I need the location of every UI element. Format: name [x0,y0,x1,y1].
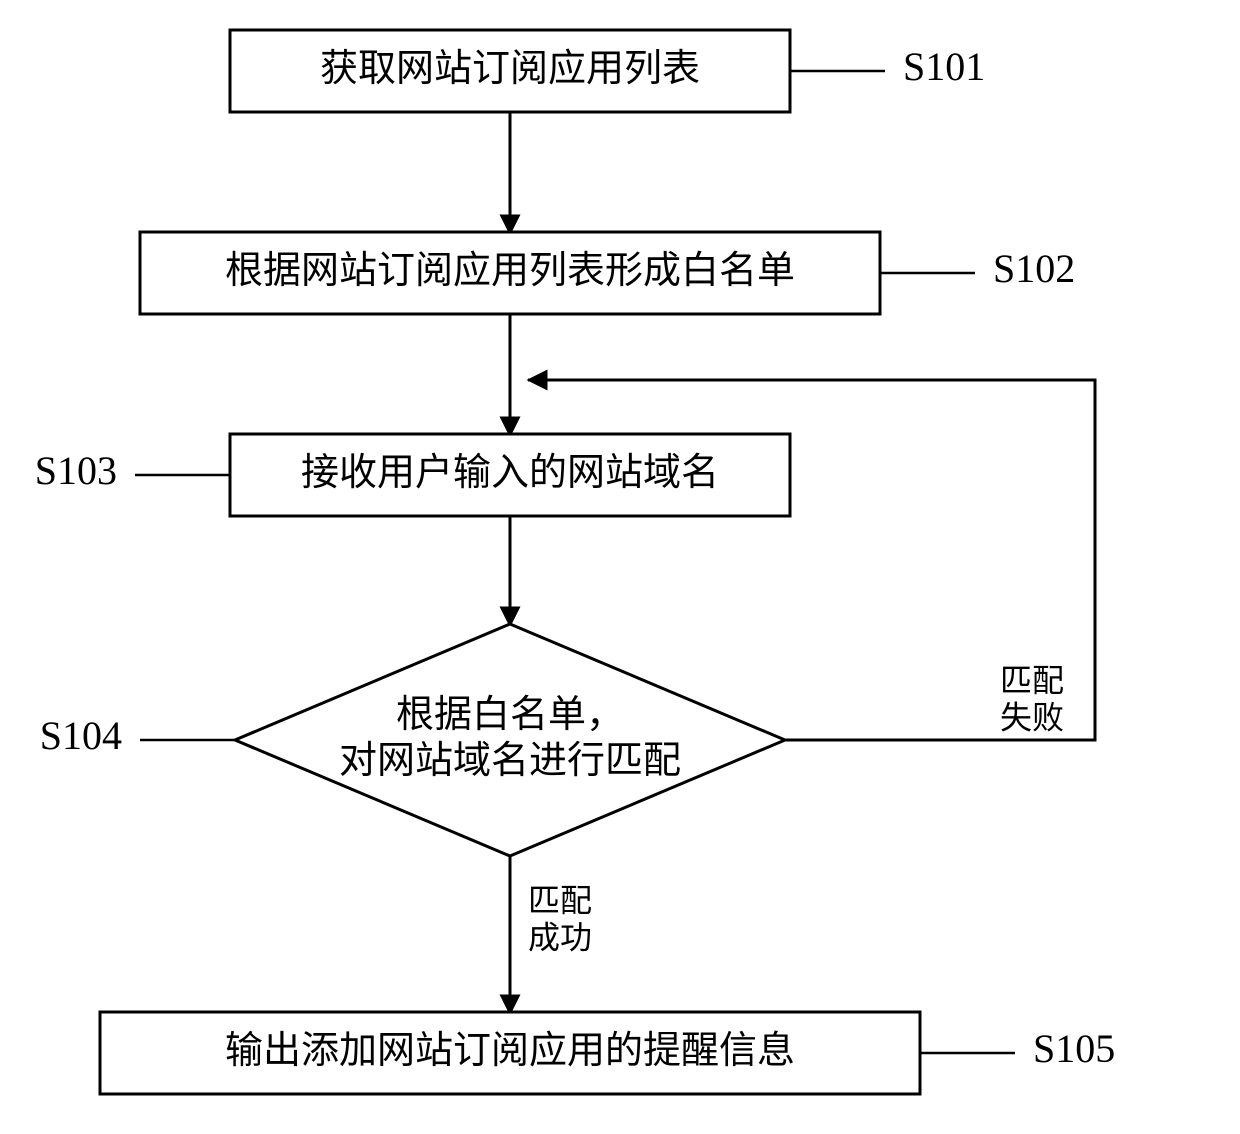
node-n2-text: 根据网站订阅应用列表形成白名单 [225,250,795,292]
edge-label: 失败 [1000,699,1064,735]
label-n3: S103 [35,448,117,493]
label-n2: S102 [993,246,1075,291]
label-n1: S101 [903,44,985,89]
edge-label: 匹配 [528,882,592,918]
label-n5: S105 [1033,1026,1115,1071]
flowchart-canvas: 匹配成功匹配失败获取网站订阅应用列表S101根据网站订阅应用列表形成白名单S10… [0,0,1240,1134]
node-n4-text: 对网站域名进行匹配 [339,740,681,782]
node-n3-text: 接收用户输入的网站域名 [301,452,719,494]
node-n1-text: 获取网站订阅应用列表 [320,48,700,90]
edge-label: 成功 [528,919,592,955]
node-n5-text: 输出添加网站订阅应用的提醒信息 [225,1030,795,1072]
node-n4-text: 根据白名单， [396,694,624,736]
edge-label: 匹配 [1000,662,1064,698]
label-n4: S104 [40,713,122,758]
